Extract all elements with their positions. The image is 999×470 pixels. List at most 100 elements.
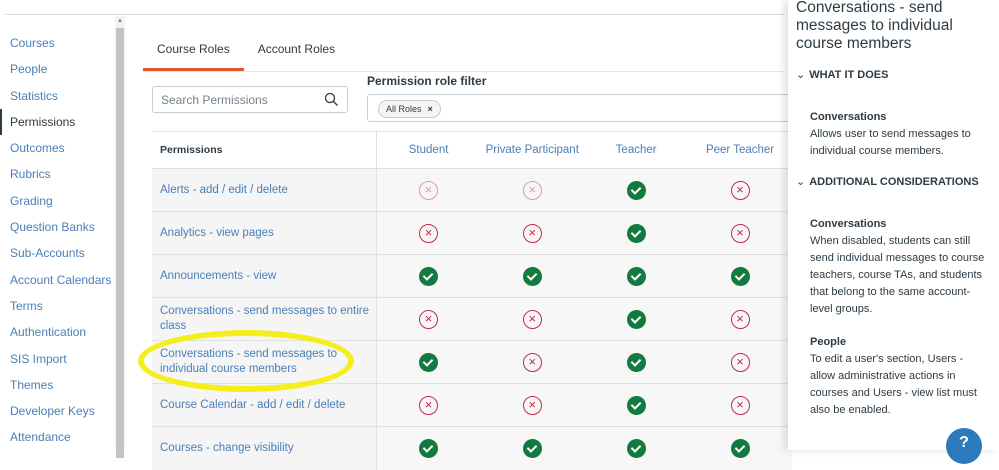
permission-cell[interactable] — [480, 254, 585, 298]
what-it-does-toggle[interactable]: ⌄ WHAT IT DOES — [796, 69, 889, 81]
permission-cell[interactable]: × — [376, 383, 481, 427]
permission-cell[interactable]: × — [688, 340, 792, 384]
permission-link[interactable]: Conversations - send messages to entire … — [152, 297, 377, 341]
permission-link[interactable]: Courses - change visibility — [152, 426, 377, 470]
permission-cell[interactable] — [688, 254, 792, 298]
permission-cell[interactable]: × — [688, 383, 792, 427]
chevron-down-icon: ⌄ — [796, 69, 806, 81]
role-filter-input[interactable]: All Roles × — [367, 94, 792, 122]
x-circle-icon: × — [419, 395, 439, 415]
check-circle-icon — [419, 438, 439, 458]
add1-text: When disabled, students can still send i… — [810, 235, 985, 315]
permission-cell[interactable]: × — [376, 168, 481, 212]
what-title: Conversations — [810, 111, 887, 123]
help-button[interactable]: ? — [946, 428, 982, 464]
role-header[interactable]: Student — [376, 131, 481, 169]
chevron-down-icon: ⌄ — [796, 176, 806, 188]
permission-cell[interactable] — [584, 168, 689, 212]
check-circle-icon — [626, 180, 646, 200]
additional-considerations-toggle[interactable]: ⌄ ADDITIONAL CONSIDERATIONS — [796, 176, 979, 188]
permissions-table: Permissions Student Private Participant Tea… — [152, 131, 792, 470]
table-row: Courses - change visibility — [152, 426, 792, 470]
permission-cell[interactable]: × — [480, 211, 585, 255]
sidebar-item-question-banks[interactable]: Question Banks — [10, 220, 95, 235]
permission-cell[interactable] — [480, 426, 585, 470]
table-row: Conversations - send messages to entire … — [152, 297, 792, 341]
sidebar-item-sis-import[interactable]: SIS Import — [10, 351, 67, 366]
permission-cell[interactable] — [376, 254, 481, 298]
permission-cell[interactable]: × — [480, 340, 585, 384]
x-circle-icon: × — [730, 309, 750, 329]
sidebar-item-themes[interactable]: Themes — [10, 377, 54, 392]
permission-link[interactable]: Announcements - view — [152, 254, 377, 298]
permission-cell[interactable]: × — [480, 297, 585, 341]
sidebar-item-terms[interactable]: Terms — [10, 298, 43, 313]
all-roles-chip[interactable]: All Roles × — [378, 100, 441, 118]
tray-title: Conversations - send messages to individ… — [796, 0, 953, 52]
permission-cell[interactable]: × — [480, 168, 585, 212]
permission-link[interactable]: Conversations - send messages to individ… — [152, 340, 377, 384]
check-circle-icon — [419, 266, 439, 286]
chip-label: All Roles — [386, 104, 422, 114]
x-circle-icon: × — [419, 223, 439, 243]
permission-cell[interactable]: × — [376, 211, 481, 255]
permission-cell[interactable] — [584, 340, 689, 384]
sidebar-item-grading[interactable]: Grading — [10, 193, 53, 208]
permission-link[interactable]: Course Calendar - add / edit / delete — [152, 383, 377, 427]
sidebar-item-rubrics[interactable]: Rubrics — [10, 167, 51, 182]
sidebar-scrollbar[interactable]: ▲ — [115, 16, 125, 458]
table-row: Alerts - add / edit / delete × × × — [152, 168, 792, 212]
search-placeholder: Search Permissions — [161, 93, 268, 107]
permission-cell[interactable]: × — [688, 211, 792, 255]
top-divider — [5, 14, 785, 15]
permission-link[interactable]: Analytics - view pages — [152, 211, 377, 255]
table-row: Analytics - view pages × × × — [152, 211, 792, 255]
permission-cell[interactable]: × — [376, 297, 481, 341]
sidebar-item-courses[interactable]: Courses — [10, 36, 55, 50]
sidebar-item-attendance[interactable]: Attendance — [10, 430, 71, 445]
permission-cell[interactable] — [376, 340, 481, 384]
sidebar-item-permissions[interactable]: Permissions — [0, 108, 115, 136]
sidebar-item-sub-accounts[interactable]: Sub-Accounts — [10, 246, 85, 261]
permission-cell[interactable] — [584, 426, 689, 470]
sidebar-item-people[interactable]: People — [10, 62, 48, 77]
permission-link[interactable]: Alerts - add / edit / delete — [152, 168, 377, 212]
role-header[interactable]: Private Participant — [480, 131, 585, 169]
sidebar-item-account-calendars[interactable]: Account Calendars — [10, 272, 112, 287]
add1-title: Conversations — [810, 218, 887, 230]
check-circle-icon — [626, 395, 646, 415]
check-circle-icon — [626, 223, 646, 243]
x-circle-icon: × — [522, 223, 542, 243]
search-permissions-input[interactable]: Search Permissions — [152, 86, 348, 113]
tab-course-roles[interactable]: Course Roles — [143, 34, 244, 71]
x-circle-icon: × — [522, 395, 542, 415]
check-circle-icon — [626, 309, 646, 329]
sidebar-item-statistics[interactable]: Statistics — [10, 88, 59, 103]
permission-cell[interactable] — [584, 383, 689, 427]
permission-cell[interactable] — [584, 254, 689, 298]
permission-cell[interactable]: × — [480, 383, 585, 427]
x-circle-icon: × — [419, 309, 439, 329]
remove-chip-icon[interactable]: × — [427, 104, 433, 114]
tab-account-roles[interactable]: Account Roles — [257, 42, 336, 56]
check-circle-icon — [626, 438, 646, 458]
permission-cell[interactable]: × — [688, 297, 792, 341]
check-circle-icon — [626, 352, 646, 372]
role-header[interactable]: Teacher — [584, 131, 689, 169]
sidebar-item-authentication[interactable]: Authentication — [10, 325, 87, 340]
add2-title: People — [810, 336, 847, 348]
permission-cell[interactable] — [376, 426, 481, 470]
x-circle-icon: × — [730, 352, 750, 372]
permission-cell[interactable] — [584, 211, 689, 255]
permission-cell[interactable] — [584, 297, 689, 341]
permission-cell[interactable]: × — [688, 168, 792, 212]
table-row: Course Calendar - add / edit / delete × × × — [152, 383, 792, 427]
check-circle-icon — [730, 438, 750, 458]
sidebar-item-developer-keys[interactable]: Developer Keys — [10, 404, 95, 419]
x-circle-icon: × — [522, 309, 542, 329]
role-tabs: Course Roles Account Roles — [143, 34, 783, 72]
permission-cell[interactable] — [688, 426, 792, 470]
role-header[interactable]: Peer Teacher — [688, 131, 792, 169]
table-row: Announcements - view — [152, 254, 792, 298]
sidebar-item-outcomes[interactable]: Outcomes — [10, 141, 65, 156]
